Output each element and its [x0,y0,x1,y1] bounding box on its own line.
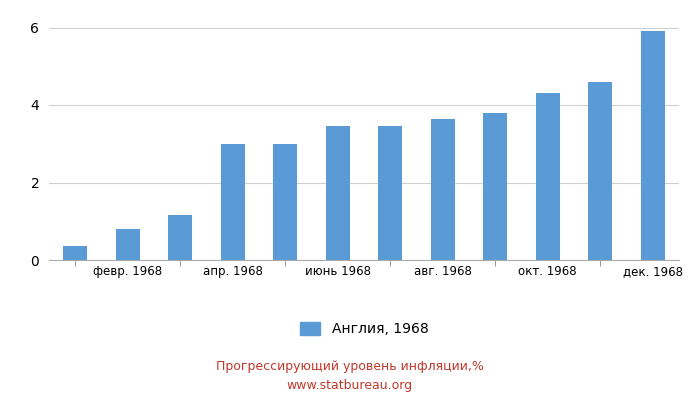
Bar [484,113,507,260]
Bar [641,31,664,260]
Bar [431,118,454,260]
Bar [169,216,192,260]
Bar [589,82,612,260]
Legend: Англия, 1968: Англия, 1968 [294,316,434,342]
Bar [536,93,559,260]
Text: Прогрессирующий уровень инфляции,%
www.statbureau.org: Прогрессирующий уровень инфляции,% www.s… [216,360,484,392]
Bar [379,126,402,260]
Bar [64,246,87,260]
Bar [326,126,349,260]
Bar [274,144,297,260]
Bar [221,144,244,260]
Bar [116,229,139,260]
